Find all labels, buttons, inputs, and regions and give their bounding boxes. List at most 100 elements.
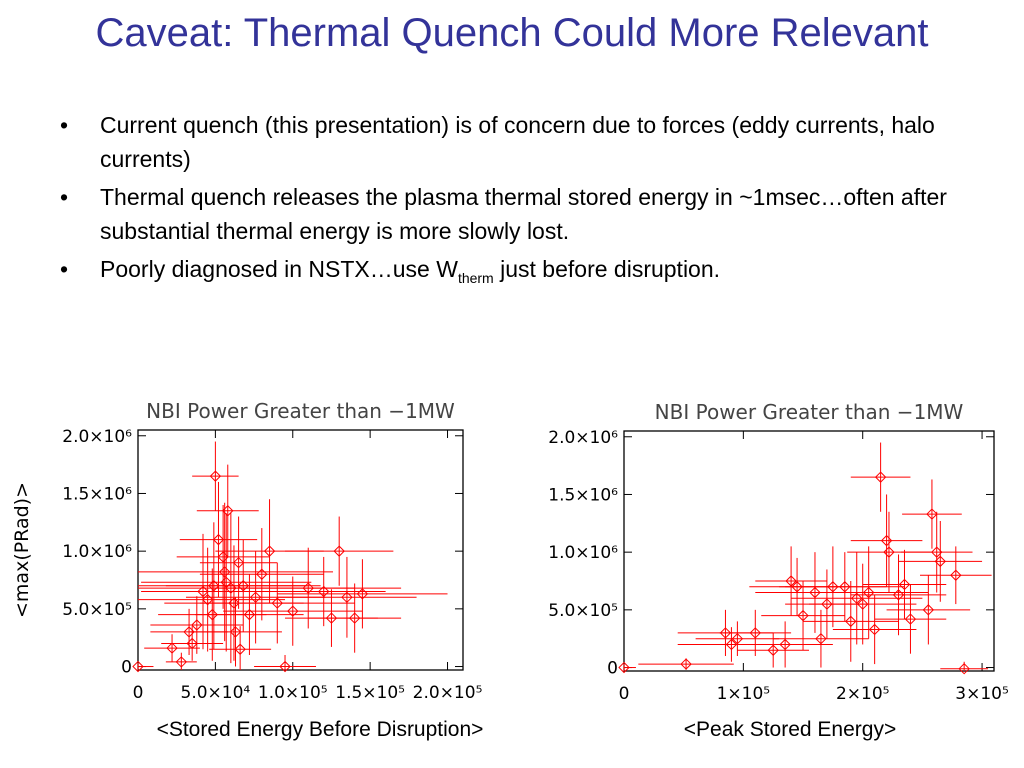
diamond-marker: [234, 643, 246, 655]
diamond-marker: [809, 586, 821, 599]
data-point: [261, 556, 386, 627]
diamond-marker: [222, 505, 234, 517]
bullet-subscript: therm: [457, 270, 494, 286]
diamond-marker: [232, 556, 245, 569]
data-point: [141, 533, 265, 650]
data-point: [199, 516, 278, 609]
data-point: [132, 660, 154, 673]
data-point: [285, 516, 394, 586]
diamond-marker: [898, 578, 911, 591]
data-point: [832, 594, 917, 665]
data-point: [254, 655, 316, 673]
data-point: [189, 597, 282, 667]
diamond-marker: [868, 623, 881, 636]
data-point: [898, 521, 983, 602]
scatter-plot-left: NBI Power Greater than −1MW 0 5.0×10⁵ 1.0×1…: [11, 399, 482, 703]
diamond-marker: [249, 591, 262, 604]
scatter-plot-right: NBI Power Greater than −1MW 0 5.0×10⁵ 1.0×1…: [548, 400, 1009, 704]
diamond-marker: [862, 586, 875, 599]
diamond-marker: [958, 662, 970, 675]
diamond-marker: [237, 580, 249, 592]
diamond-marker: [883, 546, 895, 558]
data-point: [850, 442, 911, 512]
diamond-marker: [228, 597, 240, 609]
diamond-marker: [318, 585, 330, 598]
y-tick-label: 2.0×10⁶: [62, 427, 132, 447]
data-point: [215, 547, 402, 629]
diamond-marker: [821, 598, 833, 610]
diamond-marker: [839, 581, 851, 593]
data-point: [150, 596, 244, 654]
diamond-marker: [333, 545, 345, 557]
data-point: [695, 621, 780, 656]
data-point: [138, 502, 333, 642]
data-point: [277, 559, 448, 629]
data-point: [737, 621, 833, 668]
data-point: [940, 661, 989, 675]
diamond-marker: [229, 626, 242, 638]
x-tick-label: 3×10⁵: [955, 684, 1009, 704]
diamond-marker: [845, 615, 857, 628]
data-point: [803, 581, 899, 662]
data-point: [773, 609, 869, 668]
diamond-marker: [815, 632, 827, 645]
bullet-marker: •: [60, 256, 69, 282]
data-point: [192, 441, 239, 511]
x-tick-label: 5.0×10⁴: [181, 683, 251, 703]
diamond-marker: [191, 619, 203, 631]
chart-peak-stored-energy: NBI Power Greater than −1MW 0 5.0×10⁵ 1.0×1…: [514, 393, 1024, 708]
diamond-marker: [208, 580, 220, 592]
diamond-marker: [186, 637, 198, 650]
x-tick-label: 0: [133, 683, 144, 703]
diamond-marker: [218, 566, 231, 578]
data-point: [165, 539, 321, 632]
data-point: [791, 552, 923, 645]
data-point: [196, 464, 259, 557]
diamond-marker: [880, 534, 893, 547]
y-tick-label: 1.0×10⁶: [548, 543, 618, 563]
bullet-text: Thermal quench releases the plasma therm…: [100, 184, 947, 244]
diamond-marker: [256, 568, 268, 580]
diamond-marker: [175, 656, 188, 668]
data-point: [719, 609, 792, 656]
bullet-item: • Current quench (this presentation) is …: [60, 108, 980, 176]
diamond-marker: [212, 533, 225, 546]
y-tick-label: 0: [607, 659, 618, 679]
diamond-marker: [904, 613, 917, 625]
data-point: [209, 626, 272, 670]
bullet-item: • Poorly diagnosed in NSTX…use Wtherm ju…: [60, 252, 980, 286]
data-point: [920, 546, 992, 605]
y-tick-label: 1.5×10⁶: [62, 484, 132, 504]
diamond-marker: [731, 632, 744, 645]
data-point: [179, 481, 258, 598]
y-tick-label: 2.0×10⁶: [548, 428, 618, 448]
plot-frame: [137, 429, 464, 671]
diamond-marker: [892, 589, 905, 601]
diamond-marker: [166, 642, 178, 654]
diamond-marker: [725, 638, 738, 651]
data-point: [809, 546, 929, 639]
bullet-text-suffix: just before disruption.: [493, 256, 721, 282]
data-point: [886, 575, 971, 645]
chart-title: NBI Power Greater than −1MW: [146, 399, 455, 423]
diamond-marker: [874, 471, 887, 483]
diamond-marker: [243, 608, 256, 621]
y-tick-label: 0: [121, 658, 132, 678]
data-point: [737, 632, 809, 668]
data-point: [755, 546, 827, 616]
diamond-marker: [302, 582, 314, 594]
chart-stored-energy: NBI Power Greater than −1MW 0 5.0×10⁵ 1.0×1…: [8, 393, 518, 708]
chart-title: NBI Power Greater than −1MW: [655, 400, 964, 424]
data-point: [165, 652, 197, 670]
diamond-marker: [197, 585, 209, 598]
data-point: [785, 552, 905, 622]
data-point: [618, 661, 636, 674]
data-point: [874, 584, 947, 654]
bullet-text: Current quench (this presentation) is of…: [100, 112, 935, 172]
diamond-marker: [356, 588, 369, 600]
diamond-marker: [785, 575, 797, 587]
diamond-marker: [287, 605, 299, 617]
diamond-marker: [797, 609, 809, 622]
y-tick-label: 5.0×10⁵: [62, 600, 132, 620]
diamond-marker: [271, 597, 283, 609]
